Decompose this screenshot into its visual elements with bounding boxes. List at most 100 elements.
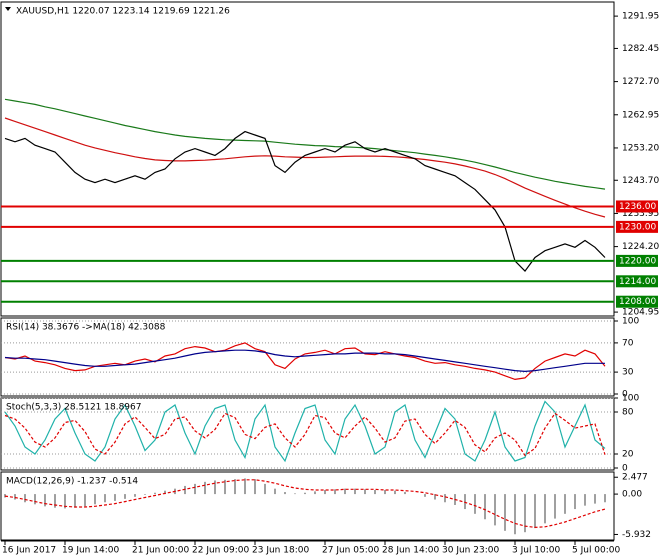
series-line [4, 412, 606, 457]
histogram-bar [34, 494, 36, 505]
histogram-bar [434, 494, 436, 500]
x-tick-label: 3 Jul 10:00 [512, 546, 561, 556]
histogram-bar [554, 494, 556, 519]
histogram-bar [144, 494, 146, 495]
plot-area [1, 320, 614, 395]
series-line [4, 342, 606, 381]
histogram-bar [24, 494, 26, 503]
y-tick-label: 100 [622, 394, 639, 404]
histogram-bar [94, 494, 96, 505]
histogram-bar [494, 494, 496, 526]
histogram-bar [214, 480, 216, 495]
histogram-bar [304, 492, 306, 495]
level-tag [616, 275, 658, 288]
histogram-bar [184, 485, 186, 495]
plot-area [4, 478, 606, 535]
y-tick-label: 1243.70 [622, 176, 659, 186]
x-tick-label: 30 Jun 23:00 [442, 546, 499, 556]
y-tick-label: 1272.70 [622, 77, 659, 87]
y-tick-label: 0 [622, 464, 628, 474]
histogram-bar [534, 494, 536, 529]
histogram-bar [564, 494, 566, 514]
panel-title: MACD(12,26,9) -1.237 -0.514 [6, 477, 138, 487]
histogram-bar [44, 494, 46, 507]
panel-frame [0, 317, 615, 397]
histogram-bar [254, 479, 256, 495]
y-tick-label: 1204.95 [622, 308, 659, 318]
level-label: 1236.00 [619, 202, 656, 212]
panel-title: XAUUSD,H1 1220.07 1223.14 1219.69 1221.2… [16, 7, 230, 17]
histogram-bar [274, 488, 276, 495]
histogram-bar [324, 490, 326, 495]
level-tag [616, 254, 658, 267]
panel-frame [0, 471, 615, 541]
histogram-bar [404, 492, 406, 495]
histogram-bar [384, 490, 386, 495]
y-tick-label: 2.477 [622, 473, 648, 483]
histogram-bar [394, 490, 396, 495]
x-tick-label: 28 Jun 14:00 [382, 546, 439, 556]
level-label: 1220.00 [619, 256, 656, 266]
x-tick-label: 19 Jun 14:00 [62, 546, 119, 556]
series-line [4, 117, 606, 218]
histogram-bar [134, 494, 136, 497]
histogram-bar [444, 494, 446, 503]
y-tick-label: 1233.95 [622, 209, 659, 219]
histogram-bar [374, 490, 376, 495]
histogram-bar [154, 492, 156, 495]
plot-area [4, 98, 606, 273]
histogram-bar [544, 494, 546, 524]
x-tick-label: 21 Jun 00:00 [132, 546, 189, 556]
y-tick-label: 1224.20 [622, 242, 659, 252]
panel-frame [0, 1, 615, 317]
histogram-bar [604, 494, 606, 503]
histogram-bar [164, 490, 166, 495]
level-label: 1230.00 [619, 222, 656, 232]
histogram-bar [584, 494, 586, 506]
x-tick-label: 5 Jul 00:00 [572, 546, 621, 556]
histogram-bar [524, 494, 526, 533]
histogram-bar [204, 481, 206, 495]
histogram-bar [194, 483, 196, 495]
y-tick-label: 70 [622, 338, 634, 348]
x-tick-label: 22 Jun 09:00 [192, 546, 249, 556]
plot-area [1, 398, 614, 469]
y-tick-label: 1282.45 [622, 44, 659, 54]
histogram-bar [14, 494, 16, 500]
series-line [4, 479, 606, 529]
histogram-bar [334, 489, 336, 495]
histogram-bar [284, 492, 286, 495]
panel-title: Stoch(5,3,3) 28.5121 18.8967 [6, 403, 141, 413]
histogram-bar [84, 494, 86, 507]
level-tag [616, 220, 658, 233]
histogram-bar [64, 494, 66, 509]
y-tick-label: 0 [622, 390, 628, 400]
histogram-bar [574, 494, 576, 510]
histogram-bar [114, 494, 116, 501]
level-tag [616, 200, 658, 213]
histogram-bar [104, 494, 106, 503]
histogram-bar [424, 494, 426, 497]
histogram-bar [504, 494, 506, 531]
histogram-bar [294, 493, 296, 495]
histogram-bar [4, 494, 6, 498]
y-tick-label: 100 [622, 317, 639, 327]
y-tick-label: -5.932 [622, 530, 651, 540]
y-tick-label: 30 [622, 368, 634, 378]
level-label: 1208.00 [619, 297, 656, 307]
y-tick-label: 1262.95 [622, 110, 659, 120]
histogram-bar [264, 483, 266, 495]
histogram-bar [314, 491, 316, 495]
y-tick-label: 0.00 [622, 490, 642, 500]
histogram-bar [344, 488, 346, 495]
x-tick-label: 16 Jun 2017 [2, 546, 56, 556]
histogram-bar [124, 494, 126, 499]
histogram-bar [594, 494, 596, 504]
histogram-bar [464, 494, 466, 510]
series-line [4, 349, 605, 373]
menu-arrow [5, 7, 11, 11]
y-tick-label: 80 [622, 408, 634, 418]
series-line [4, 130, 606, 273]
histogram-bar [364, 489, 366, 495]
